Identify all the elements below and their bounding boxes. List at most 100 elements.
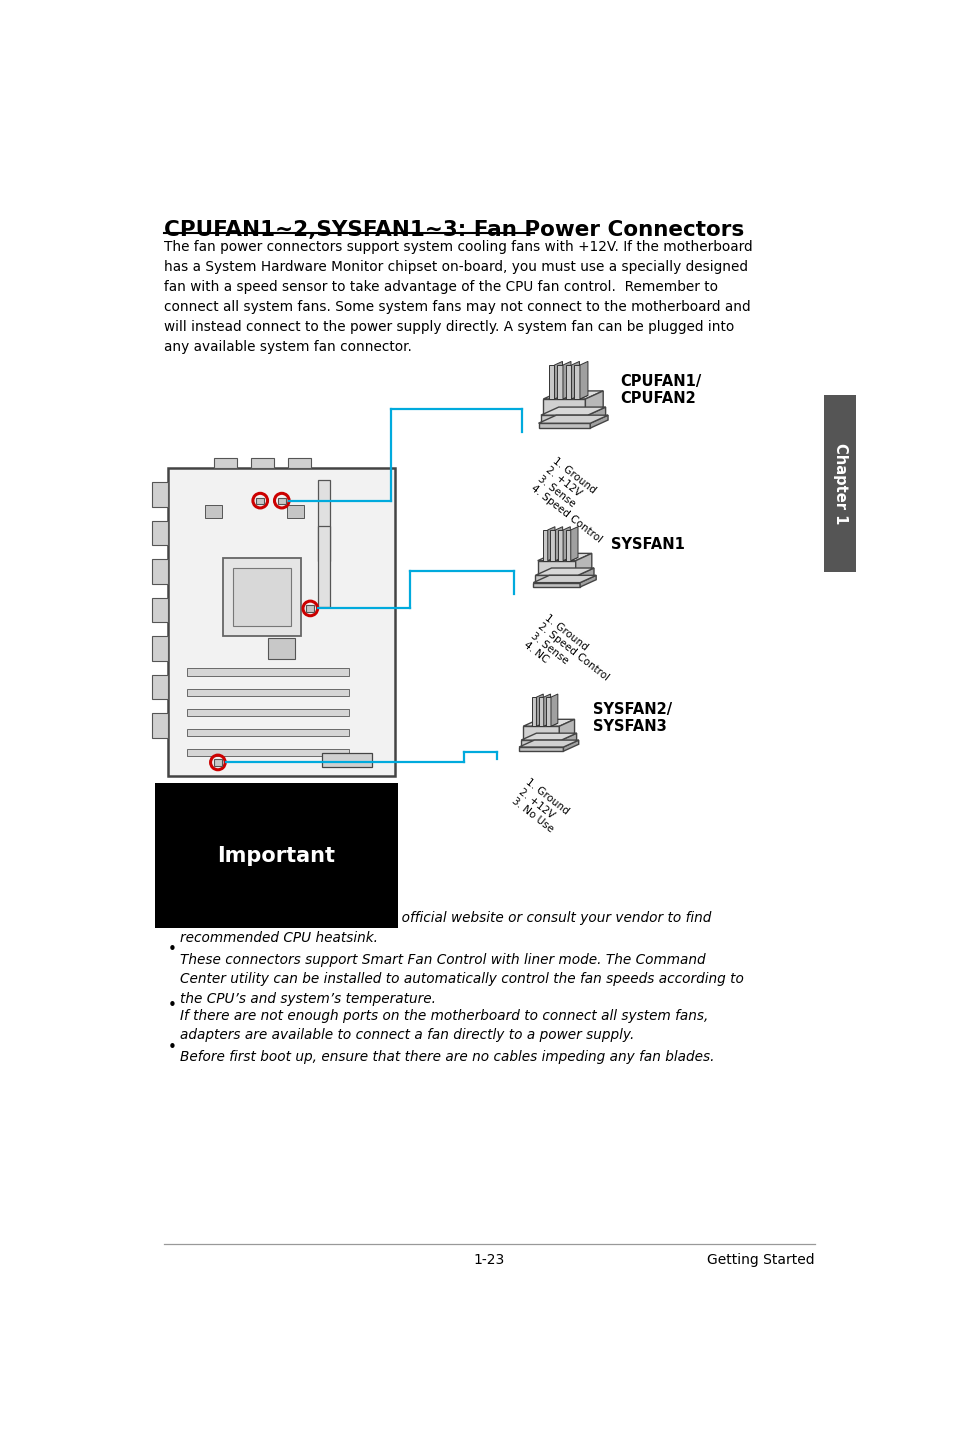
Text: The fan power connectors support system cooling fans with +12V. If the motherboa: The fan power connectors support system … bbox=[164, 239, 752, 354]
Polygon shape bbox=[558, 557, 570, 561]
Text: Before first boot up, ensure that there are no cables impeding any fan blades.: Before first boot up, ensure that there … bbox=[180, 1051, 714, 1064]
Polygon shape bbox=[574, 395, 587, 400]
Polygon shape bbox=[520, 733, 576, 740]
Text: Important: Important bbox=[217, 846, 335, 866]
Text: 1. Ground
2. +12V
3. Sense
4. Speed Control: 1. Ground 2. +12V 3. Sense 4. Speed Cont… bbox=[529, 455, 624, 544]
Text: !: ! bbox=[182, 874, 193, 896]
Polygon shape bbox=[571, 361, 578, 400]
Polygon shape bbox=[543, 695, 550, 726]
FancyBboxPatch shape bbox=[268, 637, 294, 659]
FancyBboxPatch shape bbox=[152, 636, 168, 660]
Polygon shape bbox=[550, 530, 555, 561]
FancyBboxPatch shape bbox=[187, 669, 349, 676]
Text: Getting Started: Getting Started bbox=[706, 1253, 814, 1267]
Polygon shape bbox=[579, 576, 596, 587]
Polygon shape bbox=[574, 365, 579, 400]
Text: If there are not enough ports on the motherboard to connect all system fans,
ada: If there are not enough ports on the mot… bbox=[180, 1008, 708, 1042]
Text: SYSFAN2/
SYSFAN3: SYSFAN2/ SYSFAN3 bbox=[592, 702, 671, 735]
Polygon shape bbox=[538, 723, 550, 726]
Polygon shape bbox=[542, 530, 547, 561]
FancyBboxPatch shape bbox=[152, 483, 168, 507]
Text: CPUFAN1~2,SYSFAN1~3: Fan Power Connectors: CPUFAN1~2,SYSFAN1~3: Fan Power Connector… bbox=[164, 219, 743, 239]
Polygon shape bbox=[543, 391, 602, 400]
FancyBboxPatch shape bbox=[823, 395, 856, 573]
Polygon shape bbox=[518, 748, 563, 752]
Polygon shape bbox=[545, 697, 551, 726]
Polygon shape bbox=[537, 553, 591, 561]
FancyBboxPatch shape bbox=[317, 526, 330, 607]
Polygon shape bbox=[558, 530, 562, 561]
Polygon shape bbox=[522, 726, 558, 740]
Polygon shape bbox=[535, 576, 578, 583]
FancyBboxPatch shape bbox=[213, 759, 221, 766]
Polygon shape bbox=[551, 695, 558, 726]
FancyBboxPatch shape bbox=[288, 457, 311, 468]
Polygon shape bbox=[575, 553, 591, 576]
Polygon shape bbox=[579, 361, 587, 400]
Polygon shape bbox=[563, 740, 578, 752]
Polygon shape bbox=[558, 719, 574, 740]
FancyBboxPatch shape bbox=[251, 457, 274, 468]
FancyBboxPatch shape bbox=[187, 689, 349, 696]
Polygon shape bbox=[557, 365, 562, 400]
FancyBboxPatch shape bbox=[152, 521, 168, 546]
Polygon shape bbox=[565, 557, 578, 561]
Polygon shape bbox=[565, 530, 570, 561]
Text: •: • bbox=[168, 901, 176, 915]
Polygon shape bbox=[565, 395, 578, 400]
Polygon shape bbox=[565, 365, 571, 400]
Polygon shape bbox=[537, 561, 575, 576]
Polygon shape bbox=[557, 395, 571, 400]
Polygon shape bbox=[570, 527, 578, 561]
Polygon shape bbox=[562, 361, 571, 400]
Polygon shape bbox=[590, 415, 607, 428]
FancyBboxPatch shape bbox=[187, 749, 349, 756]
Text: 1. Ground
2. Speed Control
3. Sense
4. NC: 1. Ground 2. Speed Control 3. Sense 4. N… bbox=[521, 613, 617, 702]
Polygon shape bbox=[166, 855, 208, 894]
Polygon shape bbox=[533, 576, 596, 583]
Polygon shape bbox=[587, 407, 605, 424]
FancyBboxPatch shape bbox=[205, 505, 221, 517]
Text: Please refer to your processor’s official website or consult your vendor to find: Please refer to your processor’s officia… bbox=[180, 911, 711, 945]
FancyBboxPatch shape bbox=[277, 497, 285, 504]
Text: 1-23: 1-23 bbox=[473, 1253, 504, 1267]
Polygon shape bbox=[545, 723, 558, 726]
Polygon shape bbox=[531, 697, 536, 726]
Polygon shape bbox=[522, 719, 574, 726]
Text: •: • bbox=[168, 942, 176, 957]
Polygon shape bbox=[535, 569, 594, 576]
Polygon shape bbox=[543, 400, 585, 415]
Text: •: • bbox=[168, 998, 176, 1014]
Polygon shape bbox=[540, 415, 587, 424]
FancyBboxPatch shape bbox=[187, 709, 349, 716]
FancyBboxPatch shape bbox=[152, 597, 168, 623]
FancyBboxPatch shape bbox=[152, 674, 168, 699]
Polygon shape bbox=[562, 527, 570, 561]
FancyBboxPatch shape bbox=[223, 558, 301, 636]
Polygon shape bbox=[554, 361, 562, 400]
Polygon shape bbox=[548, 395, 562, 400]
Polygon shape bbox=[536, 695, 542, 726]
Polygon shape bbox=[537, 424, 590, 428]
Polygon shape bbox=[538, 697, 543, 726]
FancyBboxPatch shape bbox=[152, 558, 168, 584]
Polygon shape bbox=[560, 733, 576, 748]
Polygon shape bbox=[585, 391, 602, 415]
Polygon shape bbox=[550, 557, 562, 561]
FancyBboxPatch shape bbox=[256, 497, 264, 504]
Polygon shape bbox=[537, 415, 607, 424]
Text: These connectors support Smart Fan Control with liner mode. The Command
Center u: These connectors support Smart Fan Contr… bbox=[180, 952, 743, 1005]
Text: CPUFAN1/
CPUFAN2: CPUFAN1/ CPUFAN2 bbox=[620, 374, 701, 407]
Polygon shape bbox=[555, 527, 562, 561]
FancyBboxPatch shape bbox=[213, 457, 237, 468]
FancyBboxPatch shape bbox=[321, 753, 372, 768]
FancyBboxPatch shape bbox=[306, 606, 314, 611]
FancyBboxPatch shape bbox=[317, 480, 330, 561]
FancyBboxPatch shape bbox=[287, 505, 304, 517]
Polygon shape bbox=[547, 527, 555, 561]
Polygon shape bbox=[518, 740, 578, 748]
FancyBboxPatch shape bbox=[168, 468, 395, 776]
Polygon shape bbox=[548, 365, 554, 400]
Polygon shape bbox=[531, 723, 542, 726]
Polygon shape bbox=[540, 407, 605, 415]
